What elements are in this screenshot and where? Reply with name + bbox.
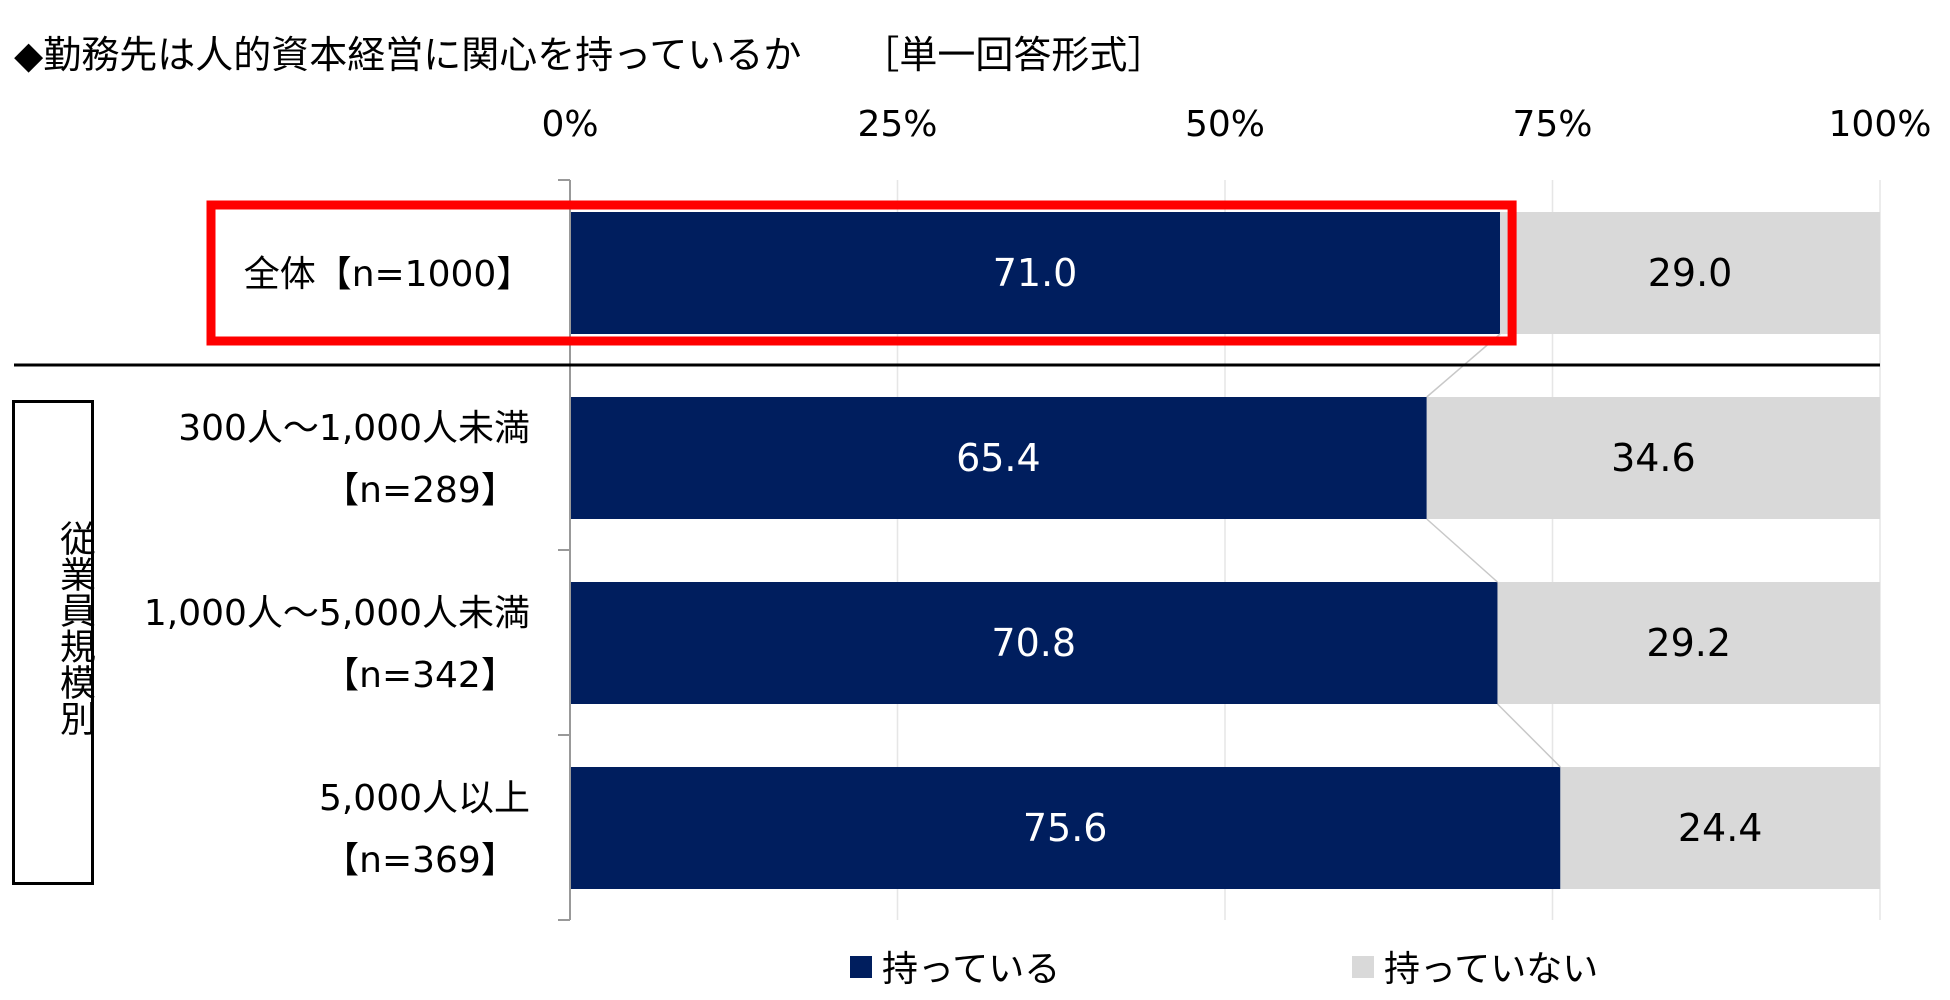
series-line <box>1496 703 1561 768</box>
bar-series-2 <box>1426 397 1880 519</box>
question-text: ◆勤務先は人的資本経営に関心を持っているか <box>14 33 802 77</box>
group-label: 従業員規模別 <box>54 520 95 736</box>
category-sample-size: 【n=369】 <box>323 840 517 881</box>
legend-label-series-2: 持っていない <box>1384 949 1599 990</box>
bar-series-2 <box>1560 767 1880 889</box>
data-label-series-2: 34.6 <box>1611 436 1696 480</box>
bar-series-2 <box>1497 582 1880 704</box>
legend-swatch-series-1 <box>850 956 872 978</box>
x-tick-label: 0% <box>541 104 598 145</box>
data-label-series-2: 24.4 <box>1678 806 1763 850</box>
legend-swatch-series-2 <box>1352 956 1374 978</box>
category-sample-size: 【n=342】 <box>323 655 517 696</box>
data-label-series-2: 29.2 <box>1646 621 1731 665</box>
bar-series-1 <box>570 397 1427 519</box>
x-tick-label: 50% <box>1185 104 1265 145</box>
data-label-series-2: 29.0 <box>1648 251 1733 295</box>
category-label: 1,000人～5,000人未満 <box>144 593 530 634</box>
data-label-series-1: 70.8 <box>991 621 1076 665</box>
legend-item-series-1: 持っている <box>850 940 1060 992</box>
bar-series-1 <box>570 582 1498 704</box>
category-label: 300人～1,000人未満 <box>178 408 530 449</box>
legend-label-series-1: 持っている <box>882 949 1061 990</box>
data-label-series-1: 71.0 <box>993 251 1078 295</box>
x-tick-label: 75% <box>1512 104 1592 145</box>
category-sample-size: 【n=289】 <box>323 470 517 511</box>
x-tick-label: 100% <box>1829 104 1932 145</box>
legend-item-series-2: 持っていない <box>1352 940 1598 992</box>
category-label: 5,000人以上 <box>319 778 530 819</box>
bar-series-2 <box>1500 212 1880 334</box>
bar-series-1 <box>570 212 1501 334</box>
series-line <box>1426 518 1498 583</box>
answer-format-note: ［単一回答形式］ <box>861 33 1166 77</box>
x-tick-label: 25% <box>857 104 937 145</box>
bar-series-1 <box>570 767 1561 889</box>
group-label-box <box>12 400 94 885</box>
data-label-series-1: 65.4 <box>956 436 1041 480</box>
highlight-box <box>206 200 1517 346</box>
chart-title: ◆勤務先は人的資本経営に関心を持っているか ［単一回答形式］ <box>14 24 1165 79</box>
data-label-series-1: 75.6 <box>1023 806 1108 850</box>
category-label: 全体【n=1000】 <box>244 254 533 295</box>
